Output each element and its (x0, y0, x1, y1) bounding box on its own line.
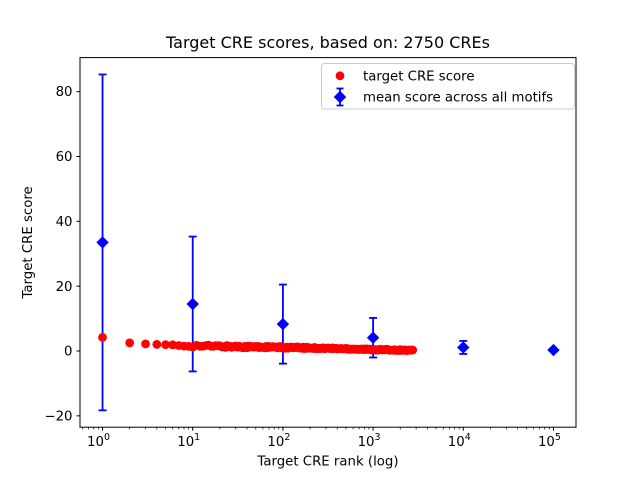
x-tick-label: 105 (538, 432, 561, 450)
x-tick-label: 103 (358, 432, 381, 450)
mean-score-errorbars (98, 73, 558, 412)
y-tick-label: 0 (64, 345, 72, 360)
target-score-point (408, 345, 418, 355)
mean-score-marker (276, 317, 290, 331)
legend-box (321, 63, 575, 110)
x-tick-label: 102 (267, 432, 290, 450)
mean-score-marker (186, 297, 199, 311)
y-tick-label: 40 (56, 215, 73, 230)
mean-score-marker (547, 343, 560, 357)
y-tick-label: 60 (56, 150, 73, 165)
mean-score-marker (457, 341, 470, 354)
target-score-point (152, 339, 162, 349)
x-axis-label: Target CRE rank (log) (256, 455, 398, 470)
target-score-point (98, 332, 107, 342)
legend-label-mean-score: mean score across all motifs (363, 91, 553, 106)
x-tick-label: 104 (448, 432, 471, 450)
target-score-points (98, 332, 418, 355)
x-tick-label: 100 (87, 432, 110, 450)
y-tick-label: −20 (44, 409, 72, 424)
legend-marker-mean-diamond (333, 90, 347, 104)
plot-dynamic-layer: −20 0 20 40 60 80 100 101 102 103 104 105 (44, 73, 561, 450)
y-tick-label: 80 (56, 85, 73, 100)
legend-markers (333, 71, 347, 107)
legend: target CRE score mean score across all m… (321, 63, 575, 110)
x-tick-label: 101 (177, 432, 200, 450)
target-score-point (161, 340, 170, 350)
y-tick-label: 20 (56, 280, 73, 295)
chart-title: Target CRE scores, based on: 2750 CREs (165, 33, 490, 52)
mean-score-markers (96, 236, 560, 357)
mean-score-marker (366, 331, 380, 344)
target-score-point (125, 338, 135, 348)
mean-score-marker (96, 236, 109, 249)
legend-marker-target-circle (335, 71, 345, 81)
legend-label-target-cre-score: target CRE score (363, 70, 475, 85)
y-axis-label: Target CRE score (21, 186, 36, 299)
target-score-point (141, 339, 150, 349)
plot-area (79, 57, 577, 428)
